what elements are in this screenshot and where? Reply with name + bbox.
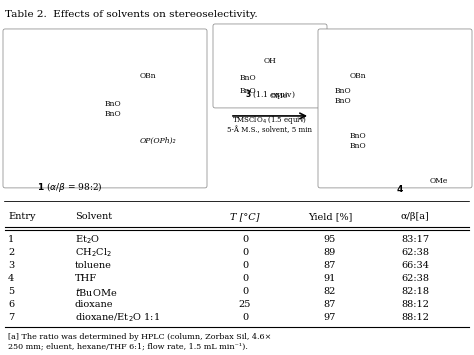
Text: BnO
BnO: BnO BnO [350,132,366,149]
Text: 0: 0 [242,274,248,283]
Text: 3: 3 [8,261,14,270]
Text: BnO
BnO: BnO BnO [105,100,122,118]
Text: OBn: OBn [350,72,366,80]
Text: 83:17: 83:17 [401,235,429,244]
Text: 91: 91 [324,274,336,283]
Text: T [°C]: T [°C] [230,212,260,221]
Text: 0: 0 [242,313,248,322]
Text: Yield [%]: Yield [%] [308,212,352,221]
Text: 87: 87 [324,300,336,309]
Text: α/β[a]: α/β[a] [401,212,429,221]
Text: toluene: toluene [75,261,112,270]
Text: 88:12: 88:12 [401,300,429,309]
Text: 62:38: 62:38 [401,248,429,257]
Text: OP(OPh)₂: OP(OPh)₂ [140,137,177,145]
Text: 2: 2 [8,248,14,257]
Text: 4: 4 [8,274,14,283]
Text: TMSClO$_4$ (1.5 equiv): TMSClO$_4$ (1.5 equiv) [232,114,308,126]
Text: $\mathbf{4}$: $\mathbf{4}$ [396,183,404,194]
Text: 82:18: 82:18 [401,287,429,296]
Text: 97: 97 [324,313,336,322]
Text: 6: 6 [8,300,14,309]
FancyBboxPatch shape [3,29,207,188]
FancyBboxPatch shape [318,29,472,188]
Text: 0: 0 [242,248,248,257]
Text: Solvent: Solvent [75,212,112,221]
Text: BnO: BnO [240,87,256,95]
Text: 0: 0 [242,235,248,244]
Text: BnO
BnO: BnO BnO [335,87,352,104]
Text: OH: OH [264,57,276,65]
Text: 25: 25 [239,300,251,309]
Text: 250 mm; eluent, hexane/THF 6:1; flow rate, 1.5 mL min⁻¹).: 250 mm; eluent, hexane/THF 6:1; flow rat… [8,343,248,351]
FancyBboxPatch shape [213,24,327,108]
Text: 5: 5 [8,287,14,296]
Text: $\mathbf{1}$ ($\alpha/\beta$ = 98:2): $\mathbf{1}$ ($\alpha/\beta$ = 98:2) [37,180,103,194]
Text: 0: 0 [242,287,248,296]
Text: 7: 7 [8,313,14,322]
Text: 0: 0 [242,261,248,270]
Text: BnO: BnO [240,74,256,82]
Text: 5-Å M.S., solvent, 5 min: 5-Å M.S., solvent, 5 min [228,126,312,134]
Text: $\mathbf{3}$ (1.1 equiv): $\mathbf{3}$ (1.1 equiv) [245,88,295,101]
Text: Entry: Entry [8,212,36,221]
Text: $t$BuOMe: $t$BuOMe [75,286,118,298]
Text: 89: 89 [324,248,336,257]
Text: 1: 1 [8,235,14,244]
Text: 87: 87 [324,261,336,270]
Text: 95: 95 [324,235,336,244]
Text: 62:38: 62:38 [401,274,429,283]
Text: 66:34: 66:34 [401,261,429,270]
Text: OMe: OMe [430,177,448,185]
Text: dioxane/Et$_2$O 1:1: dioxane/Et$_2$O 1:1 [75,311,160,324]
Text: Et$_2$O: Et$_2$O [75,233,100,246]
Text: 82: 82 [324,287,336,296]
Text: OBn: OBn [140,72,156,80]
Text: dioxane: dioxane [75,300,113,309]
Text: Table 2.  Effects of solvents on stereoselectivity.: Table 2. Effects of solvents on stereose… [5,10,257,19]
Text: [a] The ratio was determined by HPLC (column, Zorbax Sil, 4.6×: [a] The ratio was determined by HPLC (co… [8,333,272,341]
Text: CH$_2$Cl$_2$: CH$_2$Cl$_2$ [75,246,112,259]
Text: OMe: OMe [270,92,288,100]
Text: 88:12: 88:12 [401,313,429,322]
Text: THF: THF [75,274,97,283]
